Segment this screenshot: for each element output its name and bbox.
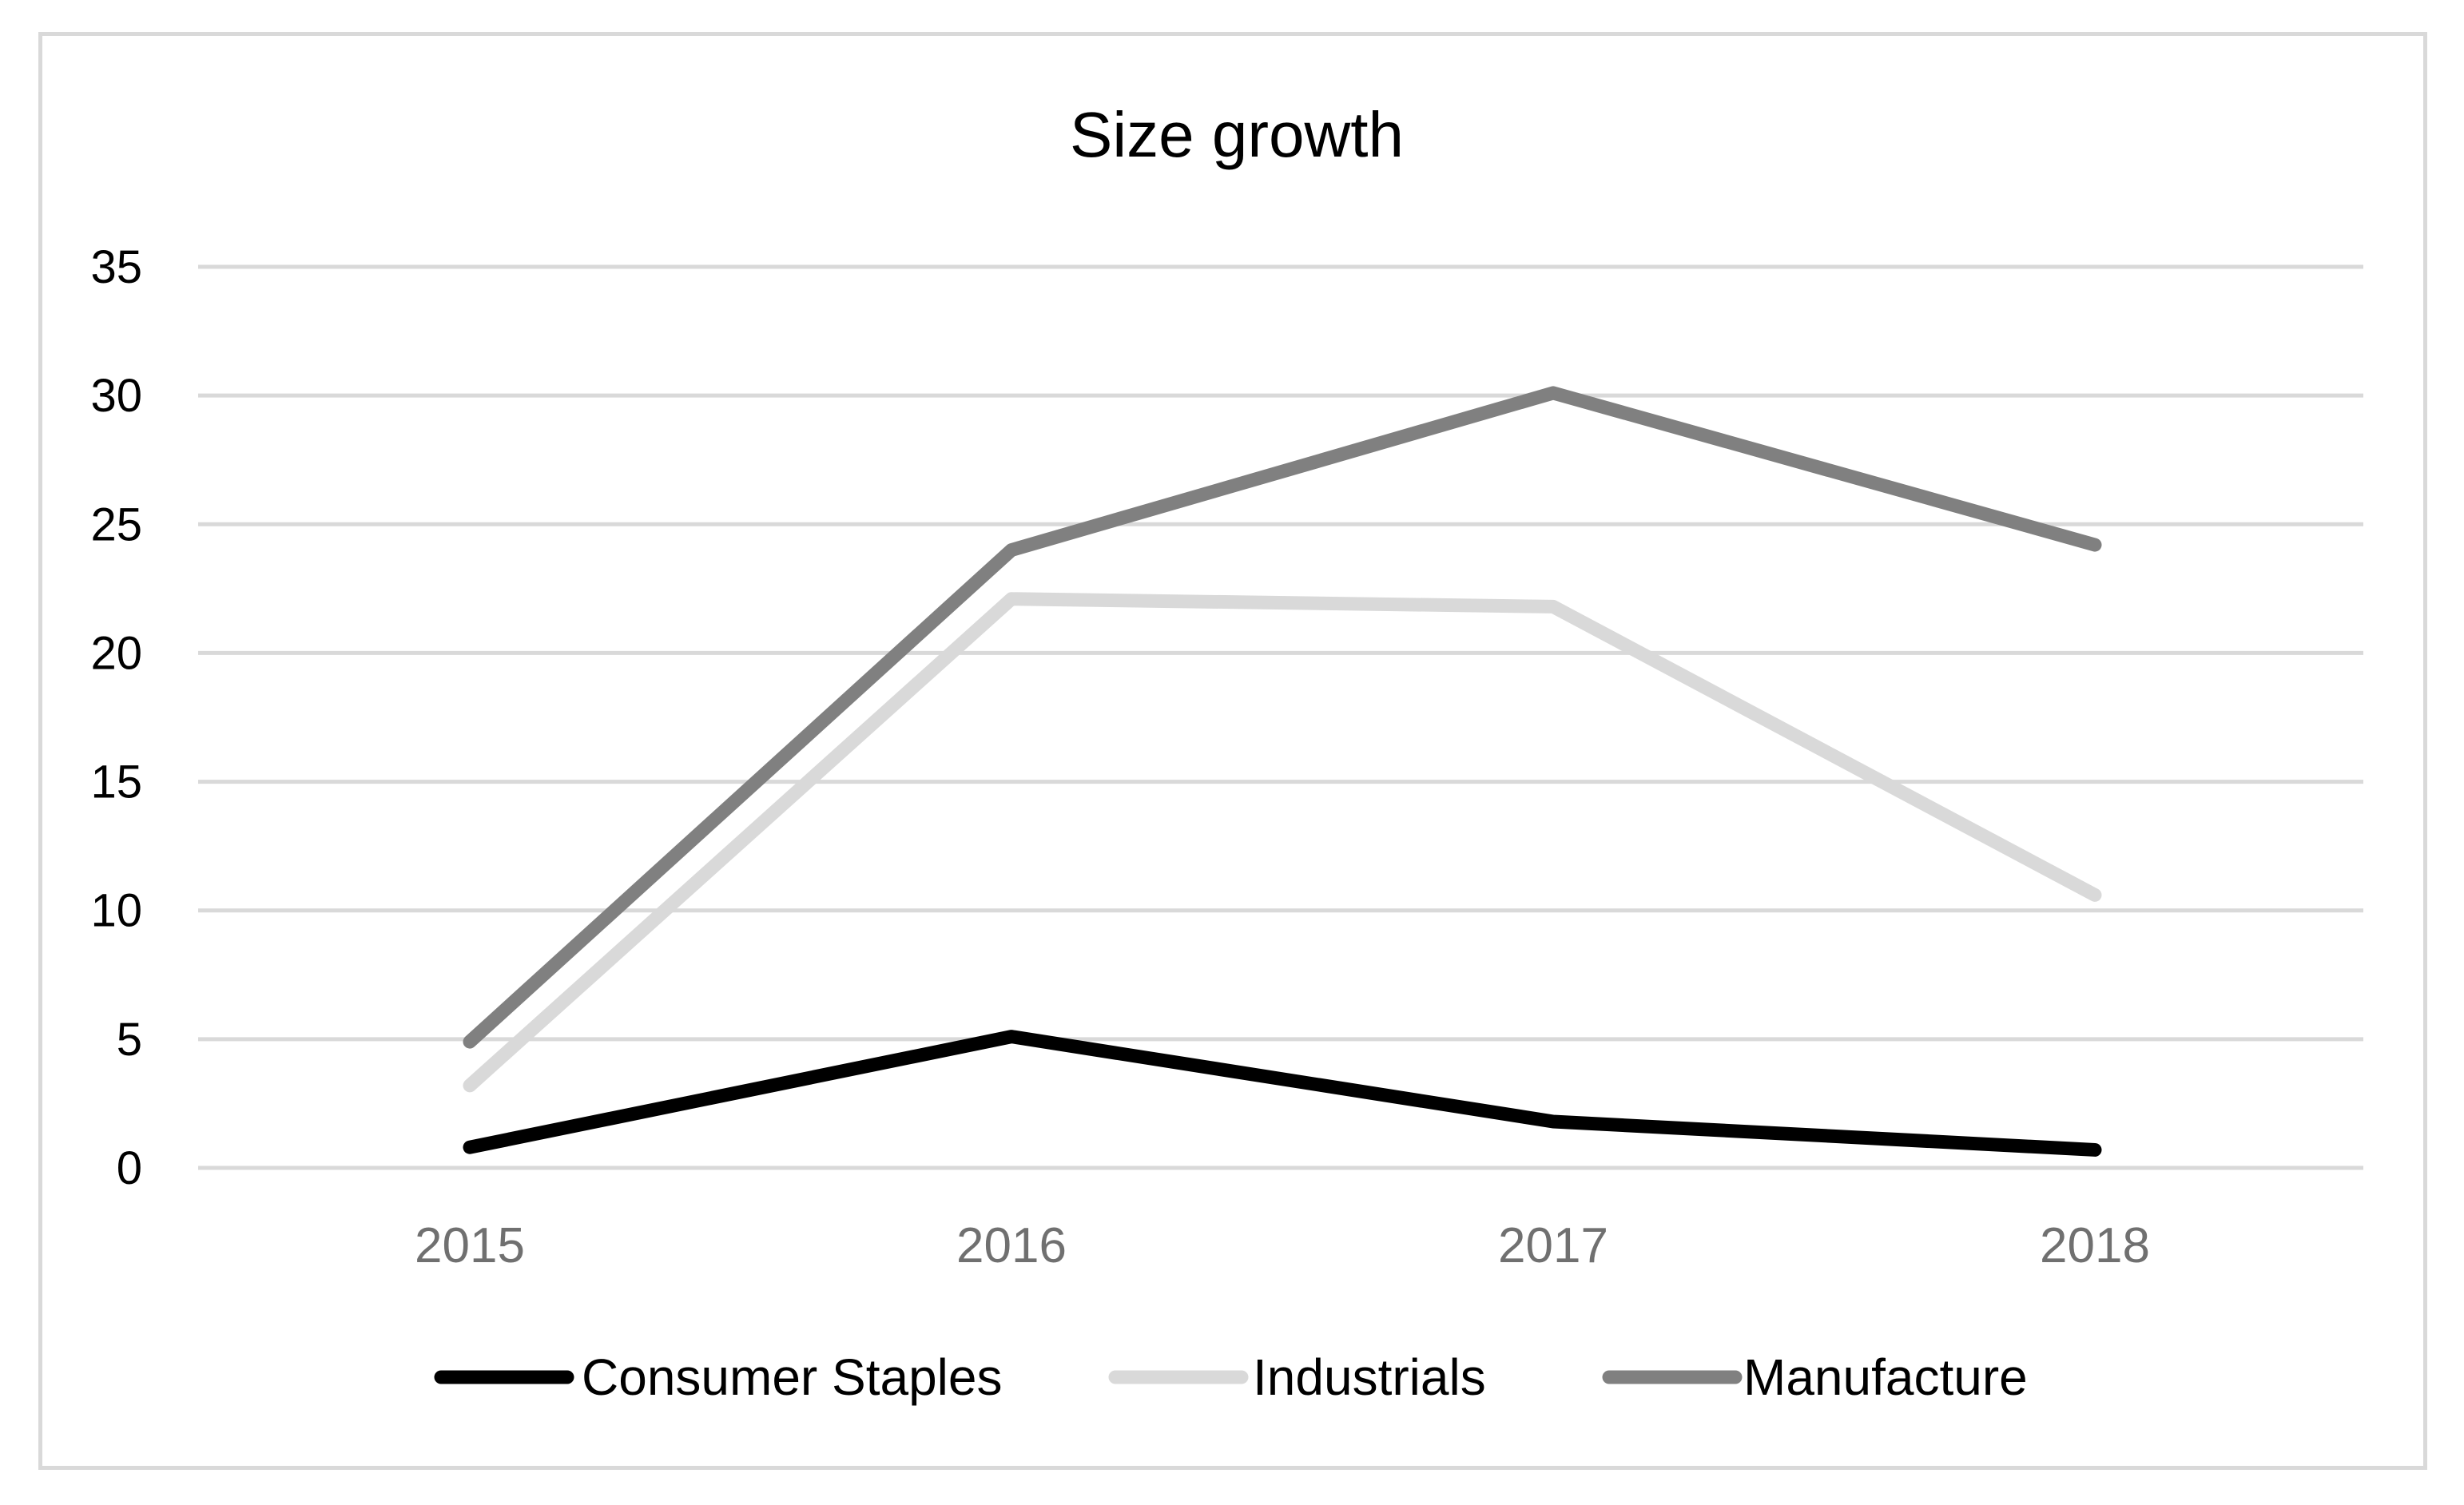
y-axis-ticks: 0 5 10 15 20 25 30 35 (90, 241, 142, 1194)
x-axis-ticks: 2015 2016 2017 2018 (415, 1218, 2150, 1273)
legend-label-consumer-staples: Consumer Staples (582, 1348, 1002, 1406)
x-tick-label: 2016 (956, 1218, 1067, 1273)
x-tick-label: 2018 (2040, 1218, 2150, 1273)
data-point-consumer-staples-2017 (1552, 1121, 1554, 1122)
data-point-industrials-2017 (1552, 606, 1554, 607)
data-point-industrials-2016 (1011, 598, 1012, 600)
data-point-manufacture-2018 (2094, 544, 2096, 546)
legend: Consumer Staples Industrials Manufacture (434, 1348, 2028, 1406)
y-tick-label: 35 (90, 241, 142, 293)
y-tick-label: 30 (90, 370, 142, 422)
chart-title: Size growth (1070, 99, 1404, 170)
x-tick-label: 2017 (1498, 1218, 1608, 1273)
series-line-consumer-staples (463, 1030, 2102, 1157)
legend-label-industrials: Industrials (1253, 1348, 1486, 1406)
series-lines (463, 386, 2102, 1157)
series-line-industrials (463, 592, 2102, 1093)
y-tick-label: 0 (117, 1142, 142, 1194)
y-tick-label: 5 (117, 1014, 142, 1066)
data-point-consumer-staples-2016 (1011, 1036, 1012, 1038)
y-tick-label: 15 (90, 756, 142, 808)
y-tick-label: 10 (90, 885, 142, 937)
y-tick-label: 25 (90, 498, 142, 550)
chart-frame (38, 32, 2427, 1470)
series-line-manufacture (463, 386, 2102, 1049)
data-point-industrials-2015 (469, 1085, 471, 1086)
x-tick-label: 2015 (415, 1218, 525, 1273)
data-point-consumer-staples-2015 (469, 1146, 471, 1148)
legend-label-manufacture: Manufacture (1743, 1348, 2028, 1406)
y-tick-label: 20 (90, 627, 142, 679)
data-point-manufacture-2017 (1552, 392, 1554, 394)
